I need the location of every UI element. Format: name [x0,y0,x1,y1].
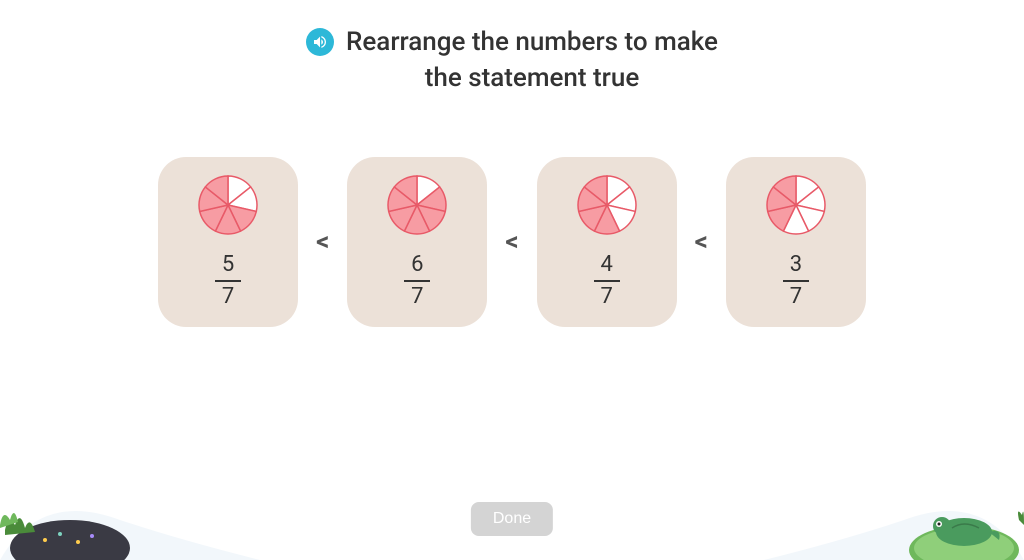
denominator: 7 [222,284,234,310]
cards-row: 5 7 < 6 7 < 4 7 < 3 7 [0,157,1024,327]
fraction-bar [783,280,809,282]
instruction-title: Rearrange the numbers to make the statem… [346,24,718,97]
done-button[interactable]: Done [471,502,553,536]
fraction-bar [215,280,241,282]
fraction-pie-icon [765,174,827,236]
denominator: 7 [600,284,612,310]
denominator: 7 [411,284,423,310]
fraction-pie-icon [197,174,259,236]
fraction-display: 6 7 [404,252,430,310]
fraction-pie-icon [386,174,448,236]
audio-button[interactable] [306,28,334,56]
denominator: 7 [790,284,802,310]
fraction-display: 3 7 [783,252,809,310]
fraction-card[interactable]: 4 7 [537,157,677,327]
fraction-bar [404,280,430,282]
title-line-1: Rearrange the numbers to make [346,24,718,60]
numerator: 4 [600,252,612,278]
decoration-right [764,470,1024,560]
fraction-display: 4 7 [594,252,620,310]
header: Rearrange the numbers to make the statem… [0,0,1024,97]
comparison-operator: < [316,227,329,257]
fraction-display: 5 7 [215,252,241,310]
numerator: 5 [222,252,234,278]
numerator: 3 [790,252,802,278]
title-line-2: the statement true [346,60,718,96]
decoration-left [0,470,260,560]
comparison-operator: < [695,227,708,257]
fraction-card[interactable]: 3 7 [726,157,866,327]
fraction-pie-icon [576,174,638,236]
fraction-bar [594,280,620,282]
numerator: 6 [411,252,423,278]
comparison-operator: < [505,227,518,257]
speaker-icon [312,34,328,50]
fraction-card[interactable]: 5 7 [158,157,298,327]
fraction-card[interactable]: 6 7 [347,157,487,327]
